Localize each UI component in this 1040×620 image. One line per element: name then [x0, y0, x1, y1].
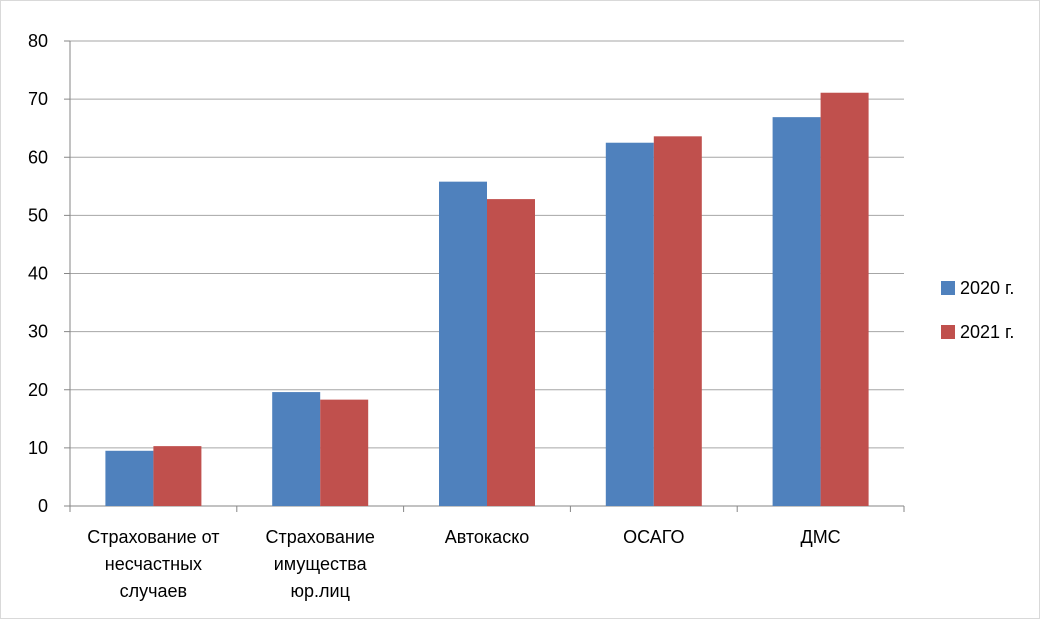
legend-label-2: 2021 г.: [960, 322, 1014, 342]
bar-1-2: [272, 392, 321, 506]
y-tick-label-80: 80: [28, 31, 48, 51]
legend-label-1: 2020 г.: [960, 278, 1014, 298]
bar-1-5: [772, 117, 821, 507]
category-label-4: ОСАГО: [623, 527, 684, 547]
legend: 2020 г. 2021 г.: [941, 278, 1014, 342]
y-tick-label-10: 10: [28, 438, 48, 458]
bar-1-3: [439, 181, 487, 506]
bars: [105, 92, 869, 507]
y-tick-label-60: 60: [28, 147, 48, 167]
bar-2-1: [153, 446, 202, 506]
y-tick-label-20: 20: [28, 380, 48, 400]
category-label-5: ДМС: [801, 527, 841, 547]
bar-2-3: [487, 199, 535, 506]
legend-swatch-2: [941, 325, 955, 339]
category-label-1: Страхование от несчастных случаев: [87, 527, 219, 601]
y-tick-label-0: 0: [38, 496, 48, 516]
bar-1-1: [105, 450, 154, 506]
category-label-3: Автокаско: [445, 527, 530, 547]
y-tick-label-30: 30: [28, 322, 48, 342]
category-label-2: Страхование имущества юр.лиц: [265, 527, 374, 601]
bar-2-5: [820, 92, 869, 506]
y-tick-label-40: 40: [28, 264, 48, 284]
y-tick-label-50: 50: [28, 205, 48, 225]
legend-swatch-1: [941, 281, 955, 295]
bar-2-4: [653, 136, 702, 506]
bar-1-4: [605, 142, 654, 506]
y-tick-label-70: 70: [28, 89, 48, 109]
bar-2-2: [320, 399, 369, 506]
y-tick-labels: 0 10 20 30 40 50 60 70 80: [28, 31, 48, 516]
category-labels: Страхование от несчастных случаев Страхован…: [87, 527, 840, 601]
